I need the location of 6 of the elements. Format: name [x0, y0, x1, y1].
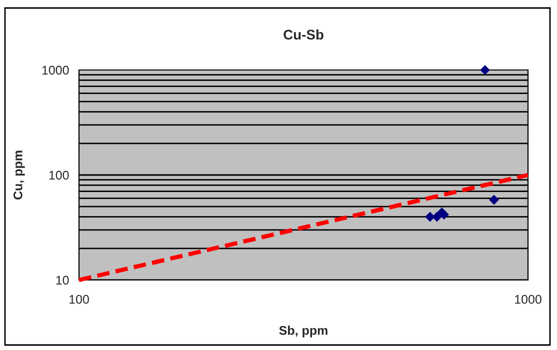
chart-title: Cu-Sb	[284, 29, 324, 40]
x-axis-title: Sb, ppm	[279, 326, 328, 338]
y-axis-title: Cu, ppm	[13, 150, 25, 200]
y-tick-label: 10	[56, 276, 69, 285]
y-tick-label: 100	[49, 170, 69, 180]
y-tick-label: 1000	[42, 66, 69, 75]
